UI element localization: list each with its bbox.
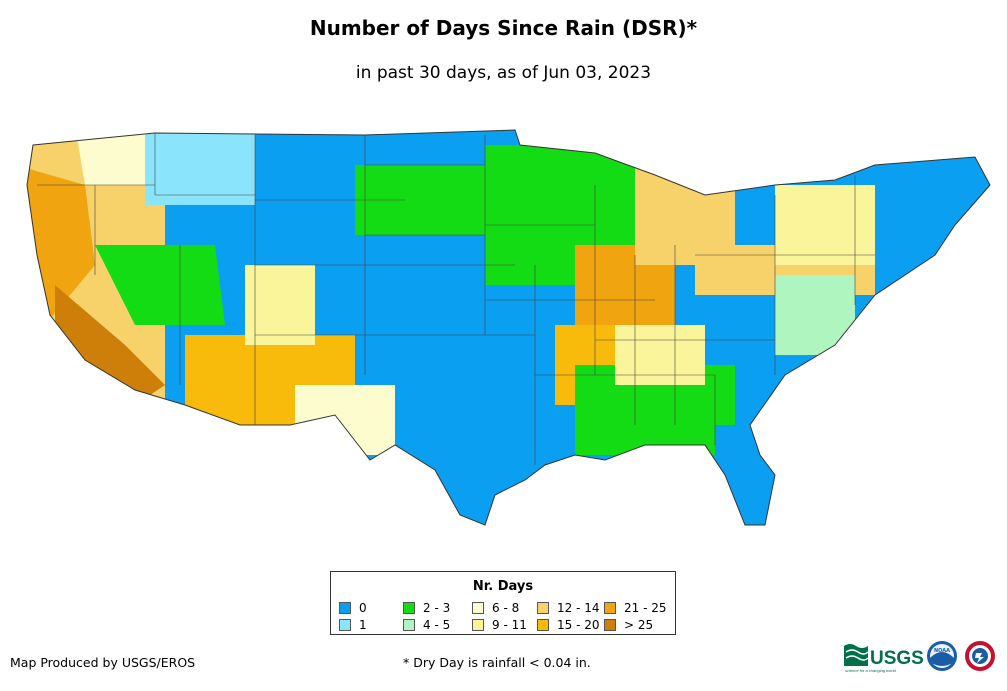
legend-swatch (537, 618, 549, 631)
legend-swatch (472, 618, 484, 631)
region-new-york (775, 185, 895, 265)
legend-item-6-8: 6 - 8 (472, 601, 519, 615)
map-subtitle: in past 30 days, as of Jun 03, 2023 (355, 63, 652, 83)
legend-item-12-14: 12 - 14 (537, 601, 600, 615)
legend-label: 4 - 5 (423, 618, 451, 632)
legend-item-4-5: 4 - 5 (403, 618, 450, 632)
legend-label: 2 - 3 (423, 601, 451, 615)
legend-label: 12 - 14 (557, 601, 600, 615)
legend-label: 21 - 25 (624, 601, 667, 615)
region-northern-rockies (145, 130, 255, 205)
legend-label: 15 - 20 (557, 618, 600, 632)
usgs-tagline: science for a changing world (845, 668, 896, 673)
legend-label: 9 - 11 (492, 618, 527, 632)
legend-label: 6 - 8 (492, 601, 520, 615)
region-washington (75, 130, 165, 185)
legend-swatch (339, 601, 351, 614)
legend-item-21-25: 21 - 25 (604, 601, 667, 615)
region-great-basin (95, 245, 225, 325)
region-illinois-indiana (575, 245, 675, 345)
legend: Nr. Days 0 1 2 - 3 4 - 5 6 - 8 9 - 11 12… (330, 571, 676, 635)
legend-swatch (604, 618, 616, 631)
legend-item-15-20: 15 - 20 (537, 618, 600, 632)
weather-service-logo (965, 641, 995, 671)
map-title: Number of Days Since Rain (DSR)* (309, 16, 698, 40)
region-dakotas (355, 165, 485, 235)
legend-item-1: 1 (339, 618, 367, 632)
legend-label: 0 (359, 601, 367, 615)
us-outline (26, 129, 991, 526)
us-rainfall-map (26, 129, 991, 526)
legend-label: 1 (359, 618, 367, 632)
legend-label: > 25 (624, 618, 654, 632)
noaa-logo: NOAA (927, 641, 957, 671)
legend-swatch (403, 601, 415, 614)
legend-swatch (472, 601, 484, 614)
region-carolinas (775, 275, 855, 355)
legend-swatch (403, 618, 415, 631)
region-new-england (875, 145, 990, 265)
usgs-logo: USGS science for a changing world (844, 644, 924, 673)
region-utah (245, 265, 315, 345)
state-boundaries (37, 133, 875, 465)
legend-item-0: 0 (339, 601, 367, 615)
region-southeast (575, 365, 735, 455)
legend-title: Nr. Days (472, 579, 534, 594)
rainfall-color-regions (27, 130, 990, 525)
legend-item-2-3: 2 - 3 (403, 601, 450, 615)
credit-text: Map Produced by USGS/EROS (10, 655, 196, 670)
legend-item-over-25: > 25 (604, 618, 653, 632)
region-west-texas (295, 385, 395, 455)
region-tennessee (615, 325, 705, 385)
legend-item-9-11: 9 - 11 (472, 618, 527, 632)
agency-logos: USGS science for a changing world NOAA (844, 641, 995, 673)
legend-swatch (604, 601, 616, 614)
region-florida (715, 425, 795, 525)
legend-swatch (339, 618, 351, 631)
dry-day-note: * Dry Day is rainfall < 0.04 in. (403, 655, 591, 670)
usgs-wordmark: USGS (870, 648, 924, 669)
noaa-wordmark: NOAA (934, 648, 950, 654)
legend-swatch (537, 601, 549, 614)
